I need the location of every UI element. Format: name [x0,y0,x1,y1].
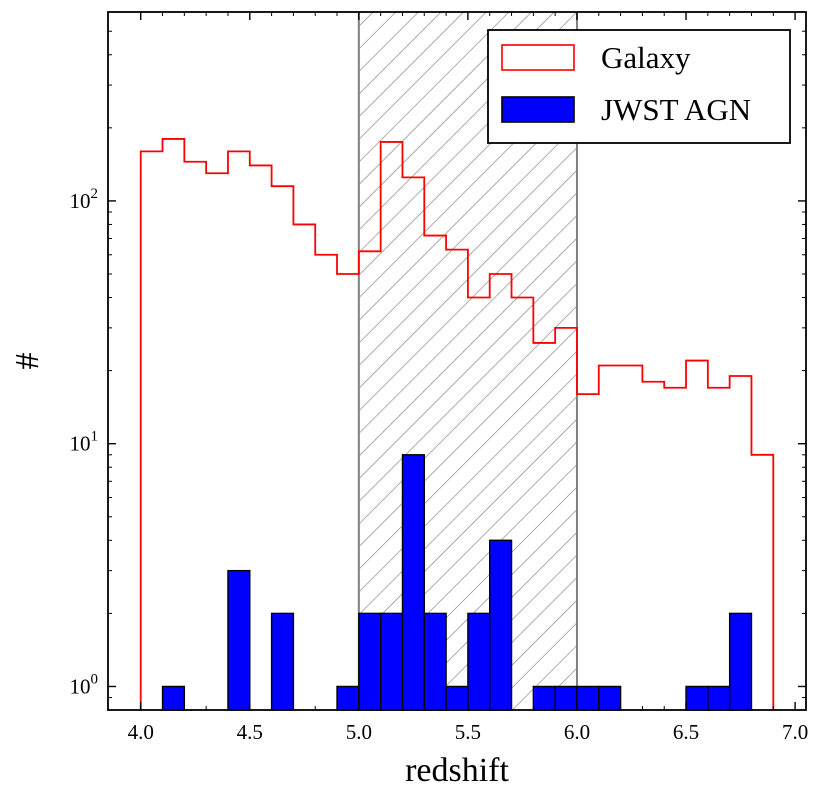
agn-bar [270,612,295,711]
legend: Galaxy JWST AGN [487,29,791,144]
agn-bar [532,685,556,711]
agn-bar [445,685,469,711]
x-tick-label: 6.5 [673,720,699,744]
agn-bar [489,539,513,711]
y-tick-label: 100 [70,671,99,698]
y-tick-label: 102 [70,186,99,213]
x-tick-label: 4.5 [237,720,263,744]
agn-bar [576,685,600,711]
legend-label: Galaxy [601,40,691,75]
x-axis-label: redshift [405,752,509,789]
agn-bar [358,612,382,711]
agn-bar [423,612,447,711]
agn-bar [598,685,622,711]
agn-bar [728,612,753,711]
plot-frame [107,11,807,711]
axes: 4.0 4.5 5.0 5.5 6.0 6.5 7.0 100 101 102 [70,11,808,744]
galaxy-step-line [139,138,775,710]
x-tick-label: 5.5 [455,720,481,744]
y-axis-label: # [9,353,46,370]
agn-bar [227,569,251,711]
agn-bar [336,685,360,711]
agn-bar [685,685,709,711]
agn-bar [161,685,186,711]
legend-swatch [501,96,575,123]
x-tick-label: 6.0 [564,720,590,744]
x-tick-label: 5.0 [346,720,372,744]
legend-label: JWST AGN [601,92,751,127]
agn-bar [379,612,404,711]
x-tick-label: 7.0 [782,720,808,744]
y-tick-label: 101 [70,429,99,456]
agn-bar [554,685,578,711]
galaxy-histogram [139,138,775,710]
agn-bar [467,612,491,711]
x-tick-label: 4.0 [128,720,154,744]
agn-bar [707,685,731,711]
legend-swatch [501,44,575,71]
agn-bar [401,454,425,711]
